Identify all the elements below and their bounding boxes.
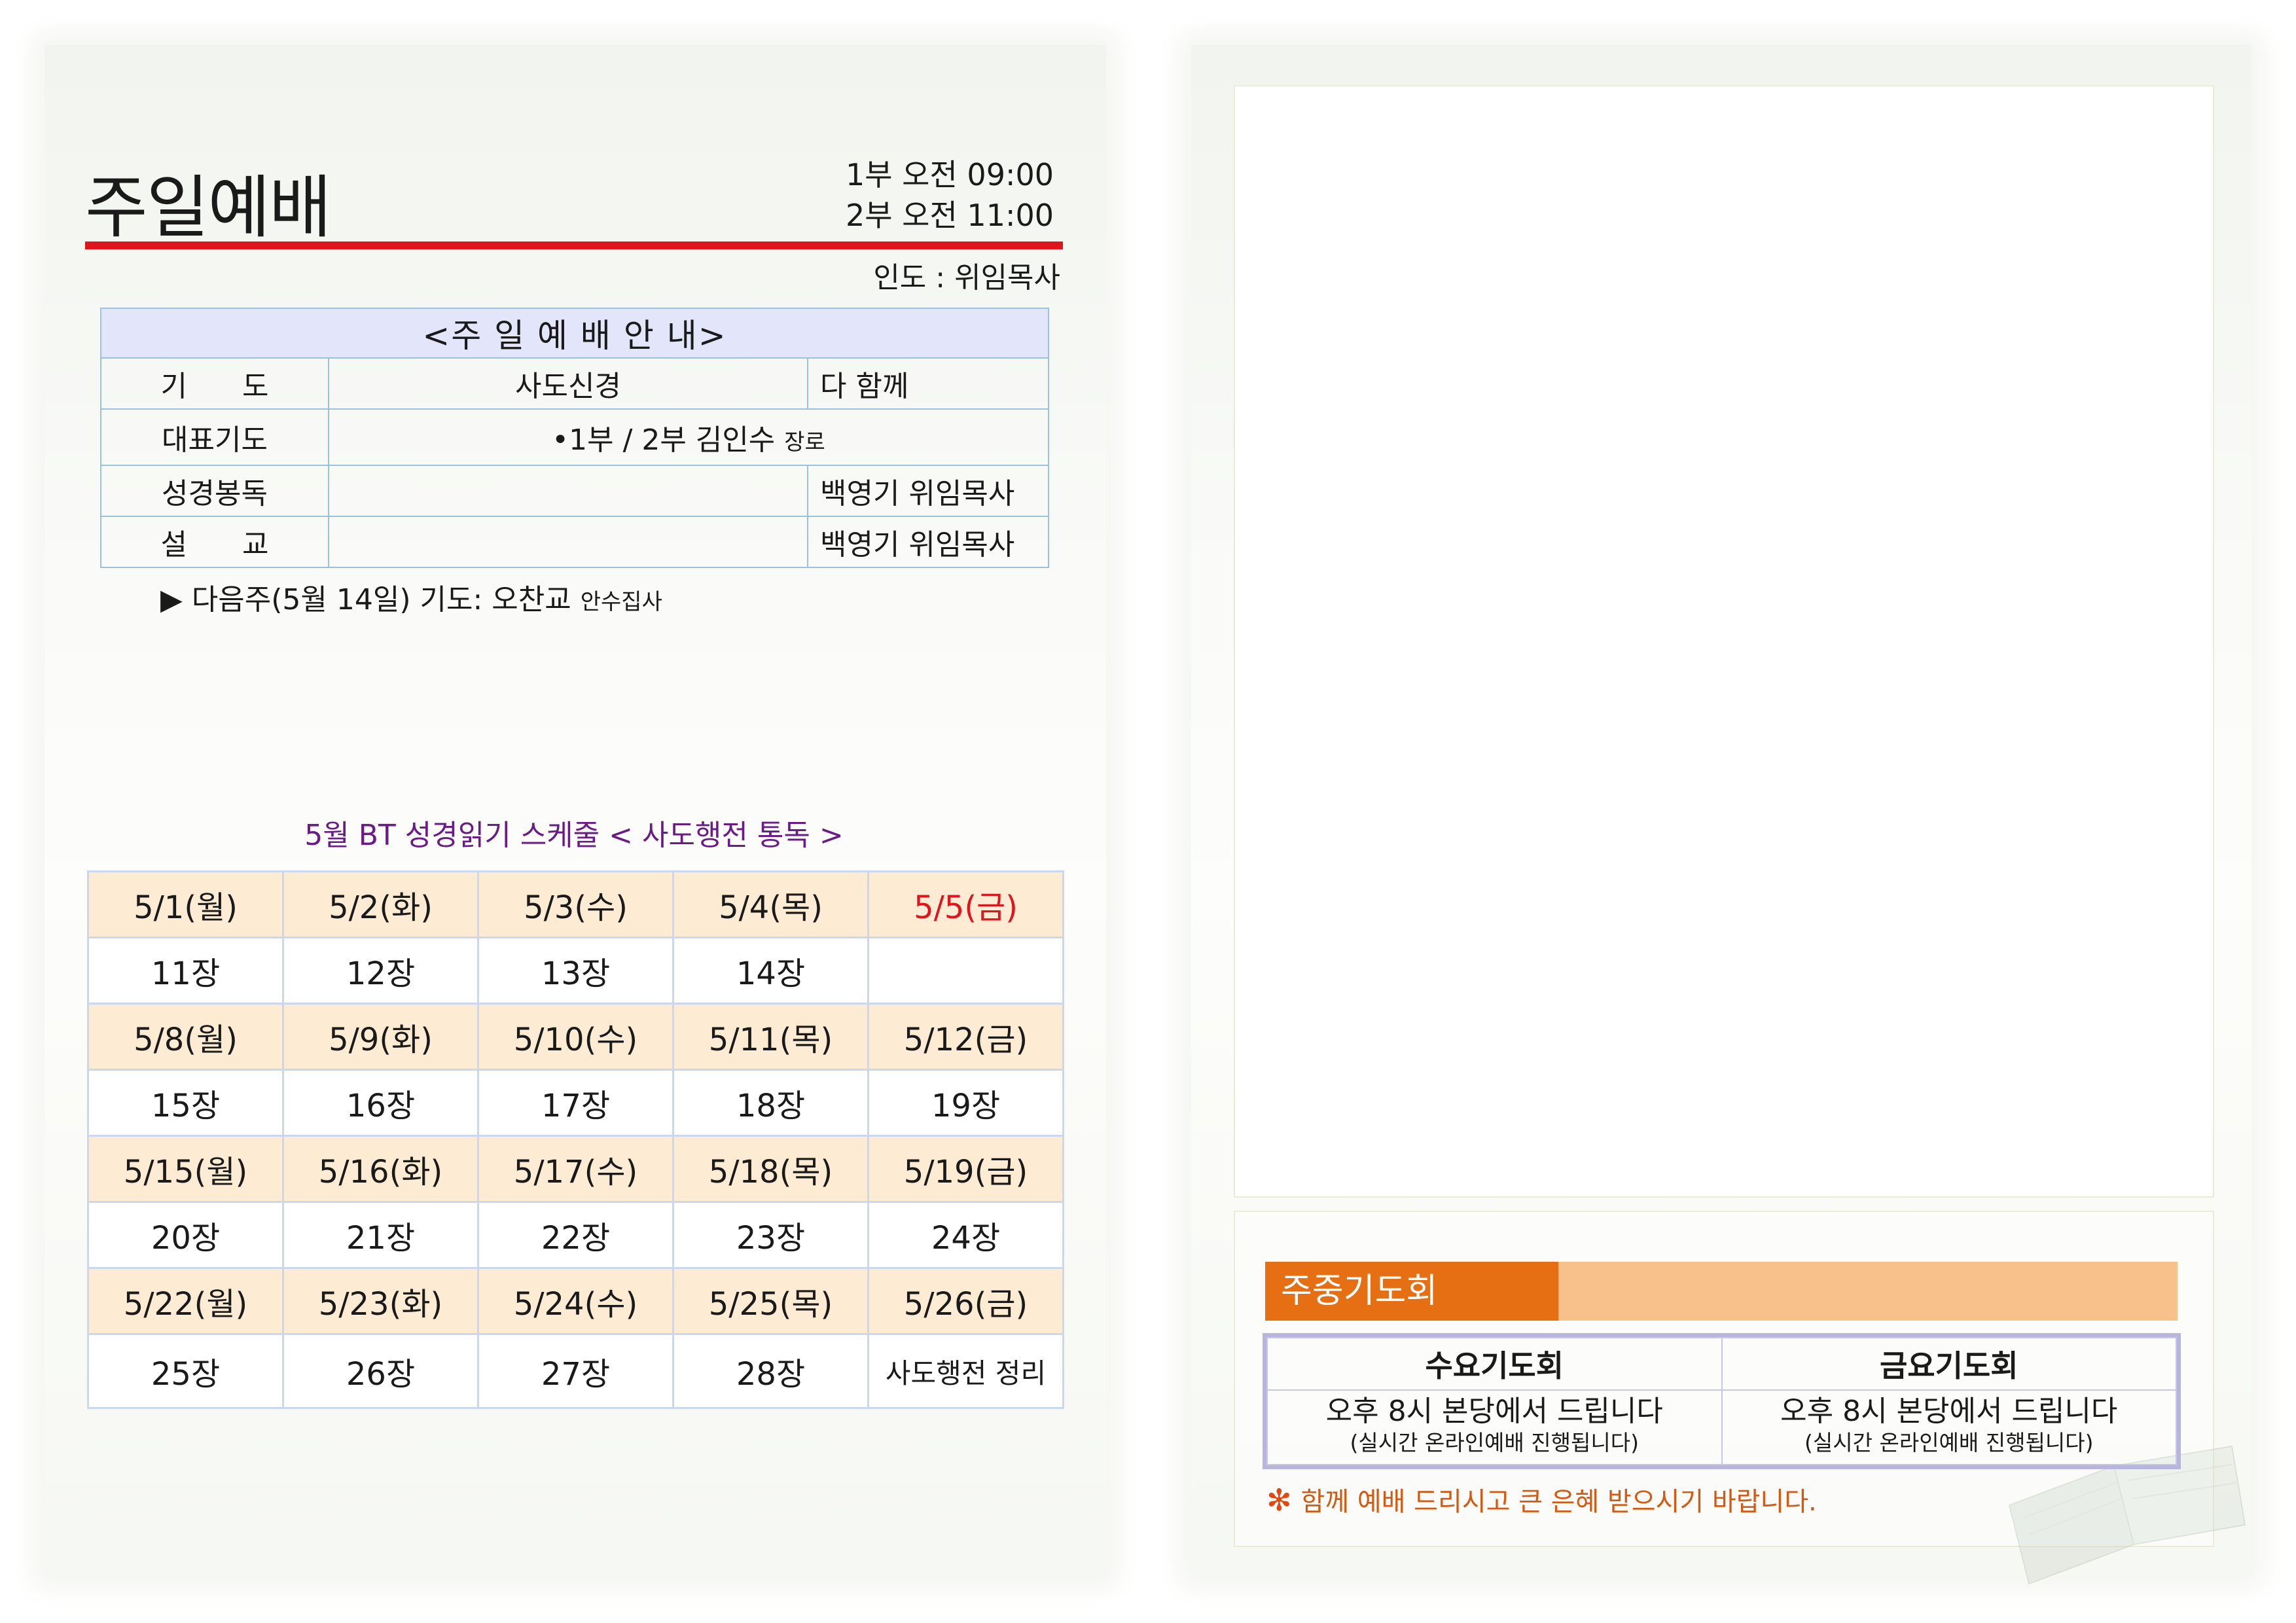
date-cell: 5/23(화)	[282, 1267, 479, 1335]
chapter-cell: 20장	[87, 1201, 284, 1269]
blessing-text: 함께 예배 드리시고 큰 은혜 받으시기 바랍니다.	[1300, 1487, 1817, 1517]
meeting-name: 금요기도회	[1721, 1337, 2177, 1391]
date-cell: 5/26(금)	[867, 1267, 1064, 1335]
order-label: 기 도	[100, 357, 329, 410]
chapter-cell: 14장	[672, 936, 869, 1005]
table-row: 기 도 사도신경 다 함께	[100, 357, 1049, 410]
date-cell: 5/1(월)	[87, 870, 284, 938]
date-cell: 5/9(화)	[282, 1003, 479, 1071]
table-row: 대표기도 •1부 / 2부 김인수 장로	[100, 408, 1049, 466]
date-cell: 5/4(목)	[672, 870, 869, 938]
chapter-cell: 23장	[672, 1201, 869, 1269]
chapter-cell: 19장	[867, 1069, 1064, 1137]
worship-order-table: <주 일 예 배 안 내> 기 도 사도신경 다 함께 대표기도 •1부 / 2…	[100, 308, 1049, 568]
page-title: 주일예배	[85, 168, 332, 247]
table-row: 수요기도회 금요기도회	[1266, 1337, 2177, 1391]
date-row: 5/1(월) 5/2(화) 5/3(수) 5/4(목) 5/5(금)	[87, 870, 1064, 938]
meeting-note: (실시간 온라인예배 진행됩니다)	[1804, 1430, 2094, 1455]
open-book-icon	[2008, 1445, 2246, 1585]
date-cell: 5/10(수)	[477, 1003, 674, 1071]
chapter-cell: 12장	[282, 936, 479, 1005]
date-cell-holiday: 5/5(금)	[867, 870, 1064, 938]
order-content: •1부 / 2부 김인수 장로	[328, 408, 1049, 466]
title-underline	[85, 241, 1063, 249]
chapter-cell: 15장	[87, 1069, 284, 1137]
date-row: 5/15(월) 5/16(화) 5/17(수) 5/18(목) 5/19(금)	[87, 1135, 1064, 1203]
chapter-cell: 사도행전 정리	[867, 1333, 1064, 1409]
worship-leader: 인도 : 위임목사	[873, 261, 1060, 294]
table-row: 성경봉독 백영기 위임목사	[100, 465, 1049, 517]
chapter-row: 11장 12장 13장 14장	[87, 936, 1064, 1005]
order-by: 다 함께	[807, 357, 1049, 410]
chapter-row: 20장 21장 22장 23장 24장	[87, 1201, 1064, 1269]
chapter-cell: 24장	[867, 1201, 1064, 1269]
prayer-meeting-table: 수요기도회 금요기도회 오후 8시 본당에서 드립니다 (실시간 온라인예배 진…	[1263, 1333, 2181, 1469]
date-cell: 5/24(수)	[477, 1267, 674, 1335]
chapter-cell: 18장	[672, 1069, 869, 1137]
order-content-title: 장로	[784, 429, 825, 455]
order-content-main: •1부 / 2부 김인수	[552, 423, 776, 457]
chapter-cell: 21장	[282, 1201, 479, 1269]
meeting-note: (실시간 온라인예배 진행됩니다)	[1350, 1430, 1639, 1455]
meeting-name: 수요기도회	[1266, 1337, 1723, 1391]
date-cell: 5/15(월)	[87, 1135, 284, 1203]
reading-schedule-table: 5/1(월) 5/2(화) 5/3(수) 5/4(목) 5/5(금) 11장 1…	[87, 870, 1064, 1409]
order-content	[328, 465, 808, 517]
chapter-cell: 26장	[282, 1333, 479, 1409]
asterisk-icon: ✻	[1266, 1482, 1292, 1518]
order-content	[328, 516, 808, 568]
table-row: 설 교 백영기 위임목사	[100, 516, 1049, 568]
worship-order-heading: <주 일 예 배 안 내>	[100, 308, 1049, 359]
chapter-cell: 22장	[477, 1201, 674, 1269]
meeting-details: 오후 8시 본당에서 드립니다 (실시간 온라인예배 진행됩니다)	[1266, 1389, 1723, 1465]
date-cell: 5/11(목)	[672, 1003, 869, 1071]
date-cell: 5/19(금)	[867, 1135, 1064, 1203]
chapter-row: 15장 16장 17장 18장 19장	[87, 1069, 1064, 1137]
next-week-title: 안수집사	[580, 589, 662, 615]
service-time-1: 1부 오전 09:00	[845, 157, 1054, 192]
date-cell: 5/22(월)	[87, 1267, 284, 1335]
date-row: 5/8(월) 5/9(화) 5/10(수) 5/11(목) 5/12(금)	[87, 1003, 1064, 1071]
order-label: 성경봉독	[100, 465, 329, 517]
date-cell: 5/3(수)	[477, 870, 674, 938]
date-cell: 5/8(월)	[87, 1003, 284, 1071]
date-cell: 5/25(목)	[672, 1267, 869, 1335]
next-week-prayer: ▶ 다음주(5월 14일) 기도: 오찬교 안수집사	[160, 576, 662, 618]
service-time-2: 2부 오전 11:00	[845, 198, 1054, 233]
date-cell: 5/12(금)	[867, 1003, 1064, 1071]
chapter-cell: 17장	[477, 1069, 674, 1137]
chapter-cell: 27장	[477, 1333, 674, 1409]
meeting-details: 오후 8시 본당에서 드립니다 (실시간 온라인예배 진행됩니다)	[1721, 1389, 2177, 1465]
prayer-meeting-bar: 주중기도회	[1265, 1262, 2178, 1321]
chapter-cell: 28장	[672, 1333, 869, 1409]
photo-frame	[1234, 85, 2214, 1198]
date-row: 5/22(월) 5/23(화) 5/24(수) 5/25(목) 5/26(금)	[87, 1267, 1064, 1335]
chapter-cell: 13장	[477, 936, 674, 1005]
service-times: 1부 오전 09:00 2부 오전 11:00	[818, 154, 1054, 236]
order-content: 사도신경	[328, 357, 808, 410]
date-cell: 5/18(목)	[672, 1135, 869, 1203]
order-by: 백영기 위임목사	[807, 465, 1049, 517]
order-label: 설 교	[100, 516, 329, 568]
next-week-text: ▶ 다음주(5월 14일) 기도: 오찬교	[160, 583, 571, 616]
order-label: 대표기도	[100, 408, 329, 466]
chapter-cell: 16장	[282, 1069, 479, 1137]
chapter-cell: 25장	[87, 1333, 284, 1409]
meeting-time: 오후 8시 본당에서 드립니다	[1780, 1395, 2118, 1428]
prayer-meeting-title: 주중기도회	[1265, 1262, 1558, 1321]
schedule-title: 5월 BT 성경읽기 스케줄 < 사도행전 통독 >	[304, 819, 844, 852]
order-by: 백영기 위임목사	[807, 516, 1049, 568]
table-row: 오후 8시 본당에서 드립니다 (실시간 온라인예배 진행됩니다) 오후 8시 …	[1266, 1389, 2177, 1465]
chapter-cell: 11장	[87, 936, 284, 1005]
blessing-message: ✻ 함께 예배 드리시고 큰 은혜 받으시기 바랍니다.	[1266, 1480, 1817, 1518]
chapter-cell	[867, 936, 1064, 1005]
date-cell: 5/16(화)	[282, 1135, 479, 1203]
date-cell: 5/17(수)	[477, 1135, 674, 1203]
date-cell: 5/2(화)	[282, 870, 479, 938]
chapter-row: 25장 26장 27장 28장 사도행전 정리	[87, 1333, 1064, 1409]
meeting-time: 오후 8시 본당에서 드립니다	[1325, 1395, 1663, 1428]
